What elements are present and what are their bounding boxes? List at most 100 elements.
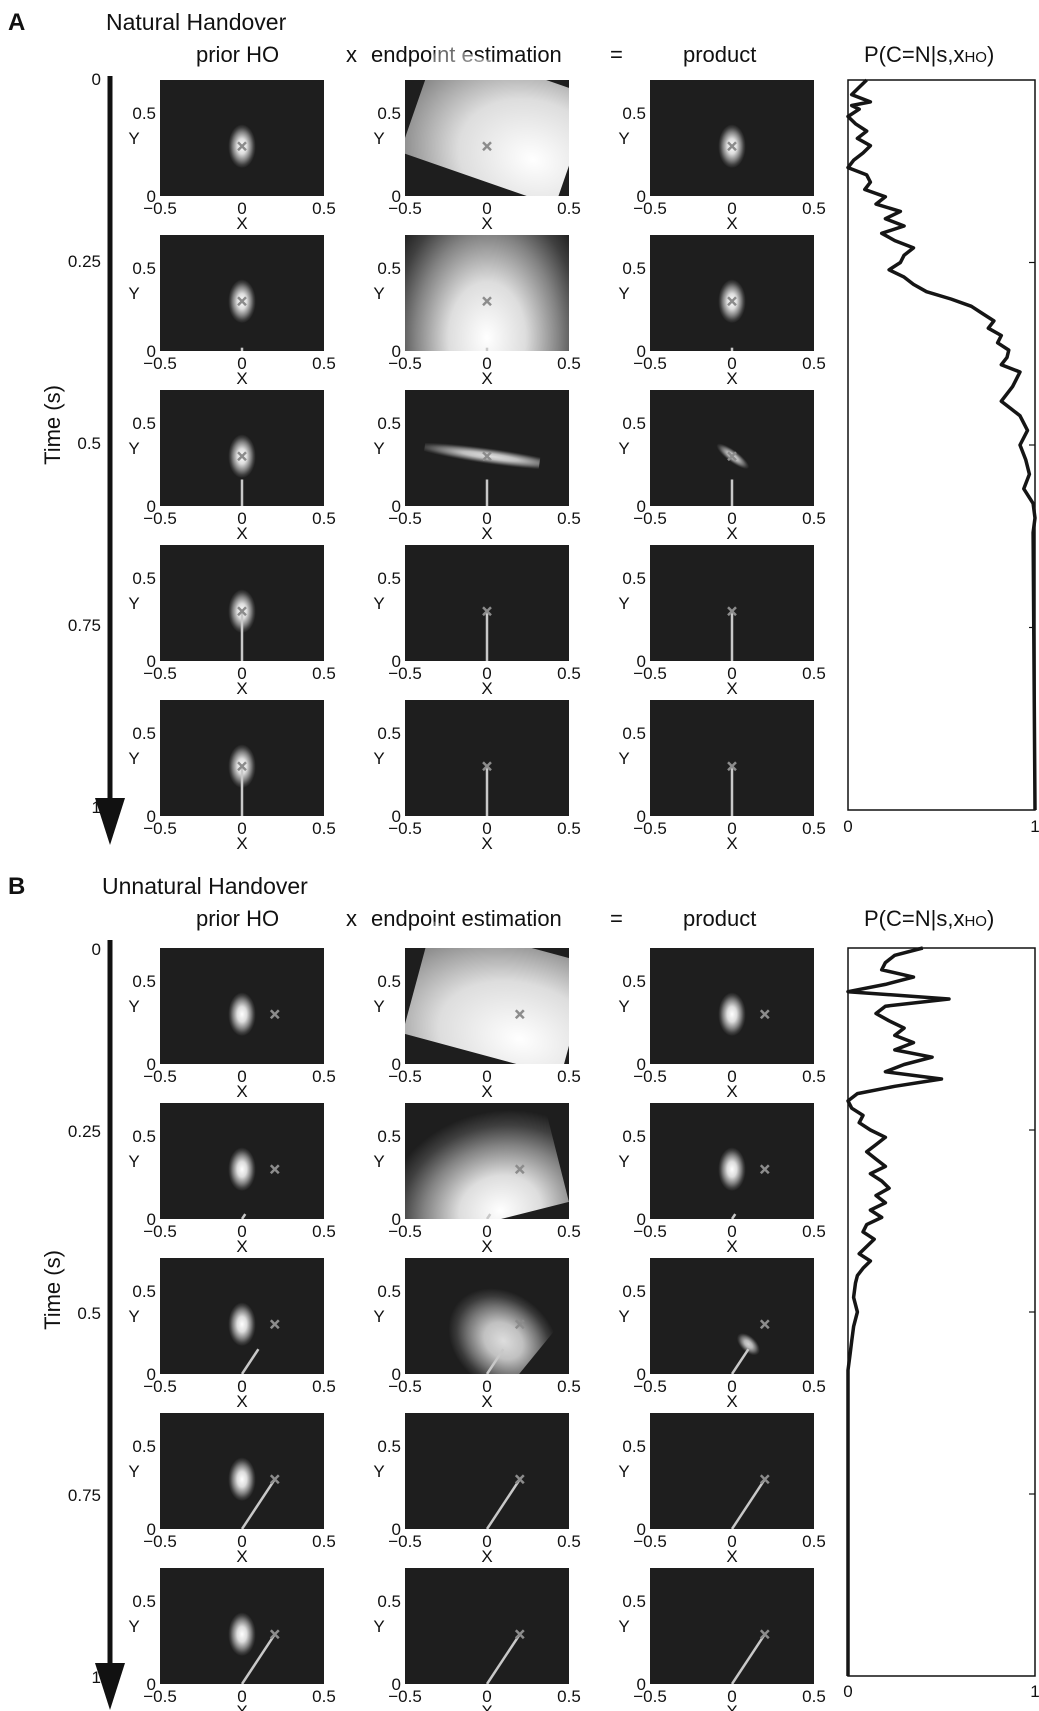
y-tick-label: 0.5 [377,1127,401,1146]
x-tick-label: 0.5 [802,199,826,218]
y-axis-label: Y [618,749,629,768]
x-tick-label: −0.5 [633,664,667,683]
x-tick-label: −0.5 [388,819,422,838]
target-marker-icon [727,296,737,307]
y-tick-label: 0.5 [132,259,156,278]
y-tick-label: 0 [147,1365,156,1384]
y-tick-label: 0 [637,1055,646,1074]
x-tick-label: 0 [482,199,491,218]
x-axis-label: X [236,679,247,698]
x-tick-label: 0 [727,1377,736,1396]
y-axis-label: Y [128,1307,139,1326]
y-tick-label: 0 [637,1520,646,1539]
subplot-background [405,1413,569,1529]
x-axis-label: X [481,214,492,233]
x-tick-label: −0.5 [388,354,422,373]
y-tick-label: 0.5 [377,972,401,991]
col-title-probability: P(C=N|s,xHO) [864,42,994,67]
x-axis-label: X [236,1237,247,1256]
x-tick-label: 0 [482,1687,491,1706]
x-tick-label: 0 [482,664,491,683]
probability-axes-a [847,79,1036,811]
x-tick-label: 0 [237,1532,246,1551]
x-tick-label: −0.5 [143,199,177,218]
prob-x-tick: 1 [1030,1682,1039,1701]
y-axis-label: Y [128,284,139,303]
y-tick-label: 0 [392,497,401,516]
target-marker-icon [482,296,492,307]
hand-trajectory [240,1348,260,1374]
hand-trajectory [485,1478,521,1529]
x-tick-label: 0.5 [557,1067,581,1086]
x-axis-label: X [726,214,737,233]
density-blob [228,1302,256,1347]
x-axis-label: X [726,369,737,388]
x-tick-label: 0 [727,1532,736,1551]
x-tick-label: 0.5 [312,1532,336,1551]
density-blob [405,235,569,351]
x-tick-label: 0.5 [312,1687,336,1706]
probability-curve [846,946,951,1676]
probability-plot-b: 0 1 [843,946,1039,1701]
y-tick-label: 0.5 [377,724,401,743]
x-tick-label: −0.5 [143,1067,177,1086]
y-tick-label: 0 [392,1055,401,1074]
time-tick-label: 0.75 [68,616,101,635]
x-tick-label: 0 [482,354,491,373]
x-tick-label: 0.5 [557,354,581,373]
x-tick-label: 0 [237,664,246,683]
time-axis-b: 0 0.25 0.5 0.75 1 Time (s) [40,940,125,1710]
x-tick-label: 0.5 [557,1377,581,1396]
x-axis-label: X [726,1547,737,1566]
col-title-probability: P(C=N|s,xHO) [864,906,994,931]
y-axis-label: Y [618,439,629,458]
x-tick-label: −0.5 [143,509,177,528]
subplot-background [405,1568,569,1684]
x-axis-label: X [481,834,492,853]
col-title-product: product [683,906,756,931]
x-axis-label: X [236,1082,247,1101]
section-title-natural: Natural Handover [106,9,287,35]
hand-trajectory [485,1348,505,1374]
panel-natural-handover: A Natural Handover prior HO x endpoint e… [8,9,1039,853]
target-marker-icon [269,1319,280,1330]
x-axis-label: X [236,524,247,543]
x-tick-label: 0.5 [312,1067,336,1086]
y-axis-label: Y [373,997,384,1016]
x-tick-label: −0.5 [388,1067,422,1086]
hand-trajectory [730,1213,737,1219]
y-tick-label: 0 [147,807,156,826]
y-axis-label: Y [373,1617,384,1636]
y-axis-label: Y [618,1152,629,1171]
y-tick-label: 0 [392,1365,401,1384]
density-blob [412,442,551,470]
target-marker-icon [482,606,492,617]
x-axis-label: X [726,1392,737,1411]
time-axis-label: Time (s) [40,385,65,465]
x-axis-label: X [236,1547,247,1566]
density-blob [228,1457,256,1502]
x-axis-label: X [481,369,492,388]
col-title-equals: = [610,906,623,931]
x-tick-label: 0 [237,509,246,528]
hand-trajectory [730,1478,766,1529]
x-axis-label: X [236,834,247,853]
hand-trajectory [240,1633,276,1684]
x-axis-label: X [726,679,737,698]
probability-axes-b [847,947,1036,1677]
subplot-product: −0.500.500.5XY [618,1568,826,1711]
y-tick-label: 0.5 [132,104,156,123]
x-tick-label: 0 [237,199,246,218]
x-axis-label: X [236,1392,247,1411]
time-tick-label: 0 [92,70,101,89]
